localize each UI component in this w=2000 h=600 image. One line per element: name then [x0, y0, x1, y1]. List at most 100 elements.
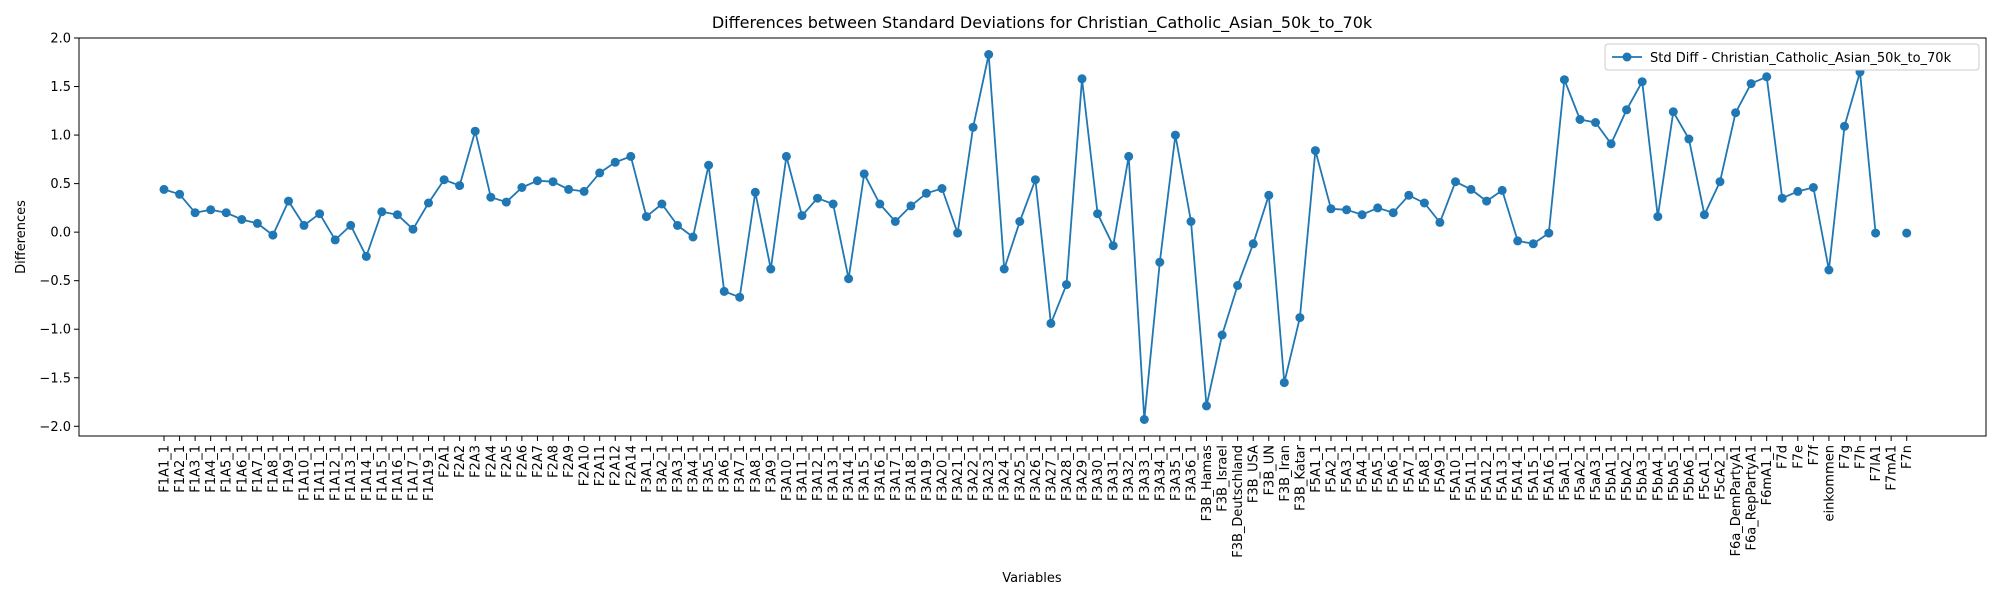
x-tick-label: F5A4_1: [1356, 445, 1371, 493]
data-point: [1591, 118, 1600, 127]
y-tick-label: 0.5: [50, 177, 71, 192]
x-tick-label: F3A29_1: [1076, 445, 1091, 501]
data-point: [1077, 74, 1087, 84]
x-axis-title: Variables: [1002, 571, 1062, 586]
x-tick-label: F2A11: [593, 445, 608, 486]
x-tick-label: F2A6: [515, 445, 530, 478]
series-layer: [159, 50, 1912, 424]
x-tick-label: F3A33_1: [1138, 445, 1153, 501]
data-point: [1139, 415, 1149, 424]
legend-dot-marker: [1622, 52, 1632, 62]
x-tick-label: F1A7_1: [251, 445, 266, 493]
data-point: [1902, 228, 1912, 238]
data-point: [1435, 217, 1445, 227]
x-tick-label: F5A8_1: [1418, 445, 1433, 493]
data-point: [1575, 115, 1585, 124]
x-tick-label: F5A16_1: [1542, 445, 1557, 501]
data-point: [1793, 186, 1803, 196]
data-point: [1046, 318, 1056, 328]
x-tick-label: F5bA1_1: [1605, 445, 1620, 501]
x-tick-label: F3A7_1: [733, 445, 748, 493]
x-tick-label: F3A23_1: [982, 445, 997, 501]
data-point: [1746, 79, 1756, 89]
x-tick-label: F2A9: [562, 445, 577, 478]
x-tick-label: F5A15_1: [1527, 445, 1542, 501]
data-point: [1528, 239, 1538, 249]
data-point: [346, 220, 356, 230]
y-tick-label: 1.5: [50, 80, 71, 95]
data-point: [1731, 108, 1741, 118]
data-point: [1419, 198, 1429, 208]
x-tick-label: F5A14_1: [1511, 445, 1526, 501]
x-tick-label: F5A5_1: [1371, 445, 1386, 493]
data-point: [268, 230, 278, 240]
data-point: [439, 175, 449, 185]
data-point: [1824, 265, 1834, 275]
data-point: [844, 274, 854, 284]
data-point: [315, 209, 325, 219]
x-tick-label: F5cA1_1: [1698, 445, 1713, 500]
x-tick-label: F1A11_1: [313, 445, 328, 501]
chart-title: Differences between Standard Deviations …: [712, 13, 1373, 33]
x-tick-label: F5bA4_1: [1651, 445, 1666, 501]
data-point: [1155, 257, 1165, 267]
x-tick-label: F7h: [1854, 445, 1869, 469]
x-tick-label: F1A3_1: [189, 445, 204, 493]
x-tick-label: F3A30_1: [1091, 445, 1106, 501]
data-point: [1559, 75, 1569, 85]
x-tick-label: F3A25_1: [1013, 445, 1028, 501]
x-tick-label: F6a_RepPartyA1: [1745, 445, 1760, 550]
data-point: [1202, 401, 1211, 411]
data-point: [1326, 204, 1336, 214]
data-point: [641, 212, 651, 222]
x-tick-label: F1A17_1: [406, 445, 421, 501]
data-point: [1217, 330, 1227, 340]
data-point: [1093, 209, 1103, 219]
data-point: [330, 235, 340, 245]
data-point: [284, 196, 293, 206]
x-tick-label: F3A15_1: [858, 445, 873, 501]
data-point: [1124, 151, 1134, 161]
data-point: [1482, 196, 1492, 206]
x-tick-label: F5cA2_1: [1714, 445, 1729, 500]
data-point: [564, 184, 574, 194]
data-point: [1466, 184, 1476, 194]
data-point: [190, 208, 200, 218]
data-point: [1840, 121, 1849, 131]
x-tick-label: F6a_DemPartyA1: [1729, 445, 1744, 556]
data-point: [424, 198, 433, 208]
x-tick-label: F3A19_1: [920, 445, 935, 501]
x-tick-label: F3B_Hamas: [1200, 445, 1215, 522]
data-point: [1497, 185, 1507, 195]
data-point: [1108, 241, 1118, 251]
x-tick-label: F1A1_1: [158, 445, 173, 493]
x-tick-label: F5A13_1: [1496, 445, 1511, 501]
x-tick-label: F1A19_1: [422, 445, 437, 501]
y-axis-title: Differences: [14, 200, 29, 274]
x-tick-label: F7f: [1807, 445, 1822, 466]
x-tick-label: F3B_UN: [1262, 445, 1277, 495]
data-point: [1186, 217, 1196, 226]
x-tick-label: F3A6_1: [718, 445, 733, 493]
data-point: [361, 251, 371, 261]
x-tick-label: F7e: [1791, 445, 1806, 469]
data-point: [875, 199, 885, 209]
x-tick-label: F3A20_1: [936, 445, 951, 501]
data-point: [1762, 72, 1772, 82]
x-tick-label: F3A1_1: [640, 445, 655, 493]
data-point: [159, 184, 169, 194]
x-axis: F1A1_1 F1A2_1 F1A3_1 F1A4_1 F1A5_1 F1A6_1 F1A7…: [158, 436, 1915, 558]
x-tick-label: F2A4: [484, 445, 499, 478]
data-point: [1233, 281, 1243, 290]
x-tick-label: F7mA1: [1885, 445, 1900, 491]
x-tick-label: F3A16_1: [873, 445, 888, 501]
x-tick-label: F1A15_1: [375, 445, 390, 501]
x-tick-label: F2A3: [469, 445, 484, 478]
data-point: [1637, 77, 1647, 87]
data-point: [1544, 228, 1554, 238]
data-point: [1279, 378, 1289, 388]
data-point: [1062, 280, 1071, 290]
data-point: [548, 177, 558, 187]
x-tick-label: F2A10: [578, 445, 593, 486]
